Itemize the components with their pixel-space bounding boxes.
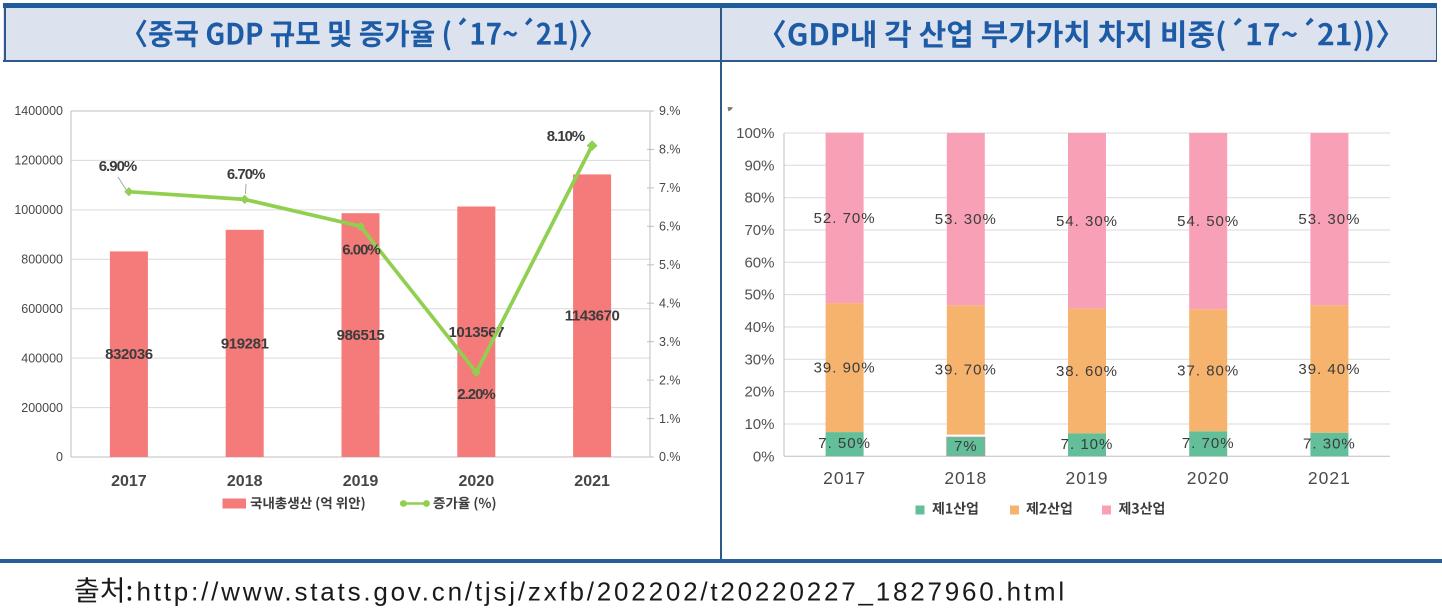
svg-text:2020: 2020 (459, 473, 495, 490)
svg-text:7%: 7% (954, 438, 978, 455)
svg-text:2.%: 2.% (659, 373, 681, 387)
svg-text:39. 90%: 39. 90% (814, 360, 876, 377)
svg-text:2020: 2020 (1187, 468, 1230, 488)
svg-text:8.10%: 8.10% (547, 128, 585, 145)
svg-text:38. 60%: 38. 60% (1056, 363, 1118, 380)
svg-text:400000: 400000 (21, 351, 63, 365)
svg-text:6.%: 6.% (659, 220, 681, 234)
svg-text:0.%: 0.% (659, 450, 681, 464)
svg-text:30%: 30% (744, 351, 774, 368)
svg-text:1.%: 1.% (659, 412, 681, 426)
svg-text:52. 70%: 52. 70% (814, 210, 876, 227)
svg-text:6.70%: 6.70% (227, 166, 265, 183)
svg-text:39. 70%: 39. 70% (935, 362, 997, 379)
svg-text:54. 50%: 54. 50% (1177, 213, 1239, 230)
svg-text:800000: 800000 (21, 253, 63, 267)
svg-text:37. 80%: 37. 80% (1177, 362, 1239, 379)
svg-text:50%: 50% (744, 287, 774, 304)
svg-text:1400000: 1400000 (14, 104, 63, 118)
svg-text:8.%: 8.% (659, 143, 681, 157)
svg-text:2017: 2017 (823, 468, 866, 488)
svg-text:http://www.stats.gov.cn/tjsj/z: http://www.stats.gov.cn/tjsj/zxfb/202202… (137, 577, 1067, 607)
svg-text:6.90%: 6.90% (99, 158, 137, 175)
svg-text:39. 40%: 39. 40% (1298, 361, 1360, 378)
svg-text:20%: 20% (744, 384, 774, 401)
svg-text:0%: 0% (753, 448, 775, 465)
svg-text:7.%: 7.% (659, 181, 681, 195)
svg-text:90%: 90% (744, 157, 774, 174)
svg-text:986515: 986515 (337, 327, 385, 344)
svg-text:600000: 600000 (21, 302, 63, 316)
svg-text:54. 30%: 54. 30% (1056, 213, 1118, 230)
svg-text:53. 30%: 53. 30% (1298, 211, 1360, 228)
svg-text:7. 10%: 7. 10% (1061, 436, 1114, 453)
svg-text:2021: 2021 (574, 473, 610, 490)
svg-text:7. 70%: 7. 70% (1182, 435, 1235, 452)
svg-text:7. 50%: 7. 50% (818, 435, 871, 452)
svg-text:2021: 2021 (1308, 468, 1351, 488)
svg-text:919281: 919281 (221, 335, 269, 352)
svg-text:100%: 100% (736, 125, 774, 142)
svg-text:5.%: 5.% (659, 258, 681, 272)
svg-text:7. 30%: 7. 30% (1303, 436, 1356, 453)
svg-text:2019: 2019 (343, 473, 379, 490)
svg-text:2018: 2018 (944, 468, 987, 488)
svg-text:53. 30%: 53. 30% (935, 211, 997, 228)
svg-text:2018: 2018 (227, 473, 263, 490)
svg-text:2017: 2017 (111, 473, 147, 490)
svg-text:1143670: 1143670 (565, 308, 620, 325)
svg-text:70%: 70% (744, 222, 774, 239)
svg-text:40%: 40% (744, 319, 774, 336)
svg-text:200000: 200000 (21, 401, 63, 415)
svg-text:1000000: 1000000 (14, 203, 63, 217)
svg-text:10%: 10% (744, 416, 774, 433)
svg-text:0: 0 (56, 450, 63, 464)
svg-text:2019: 2019 (1066, 468, 1109, 488)
svg-text:1200000: 1200000 (14, 154, 63, 168)
svg-text:3.%: 3.% (659, 335, 681, 349)
svg-text:9.%: 9.% (659, 104, 681, 118)
svg-text:6.00%: 6.00% (342, 242, 380, 259)
svg-text:1013567: 1013567 (448, 324, 504, 341)
svg-text:60%: 60% (744, 254, 774, 271)
svg-text:2.20%: 2.20% (457, 386, 495, 403)
svg-text:80%: 80% (744, 190, 774, 207)
svg-text:4.%: 4.% (659, 296, 681, 310)
svg-text:832036: 832036 (105, 346, 153, 363)
